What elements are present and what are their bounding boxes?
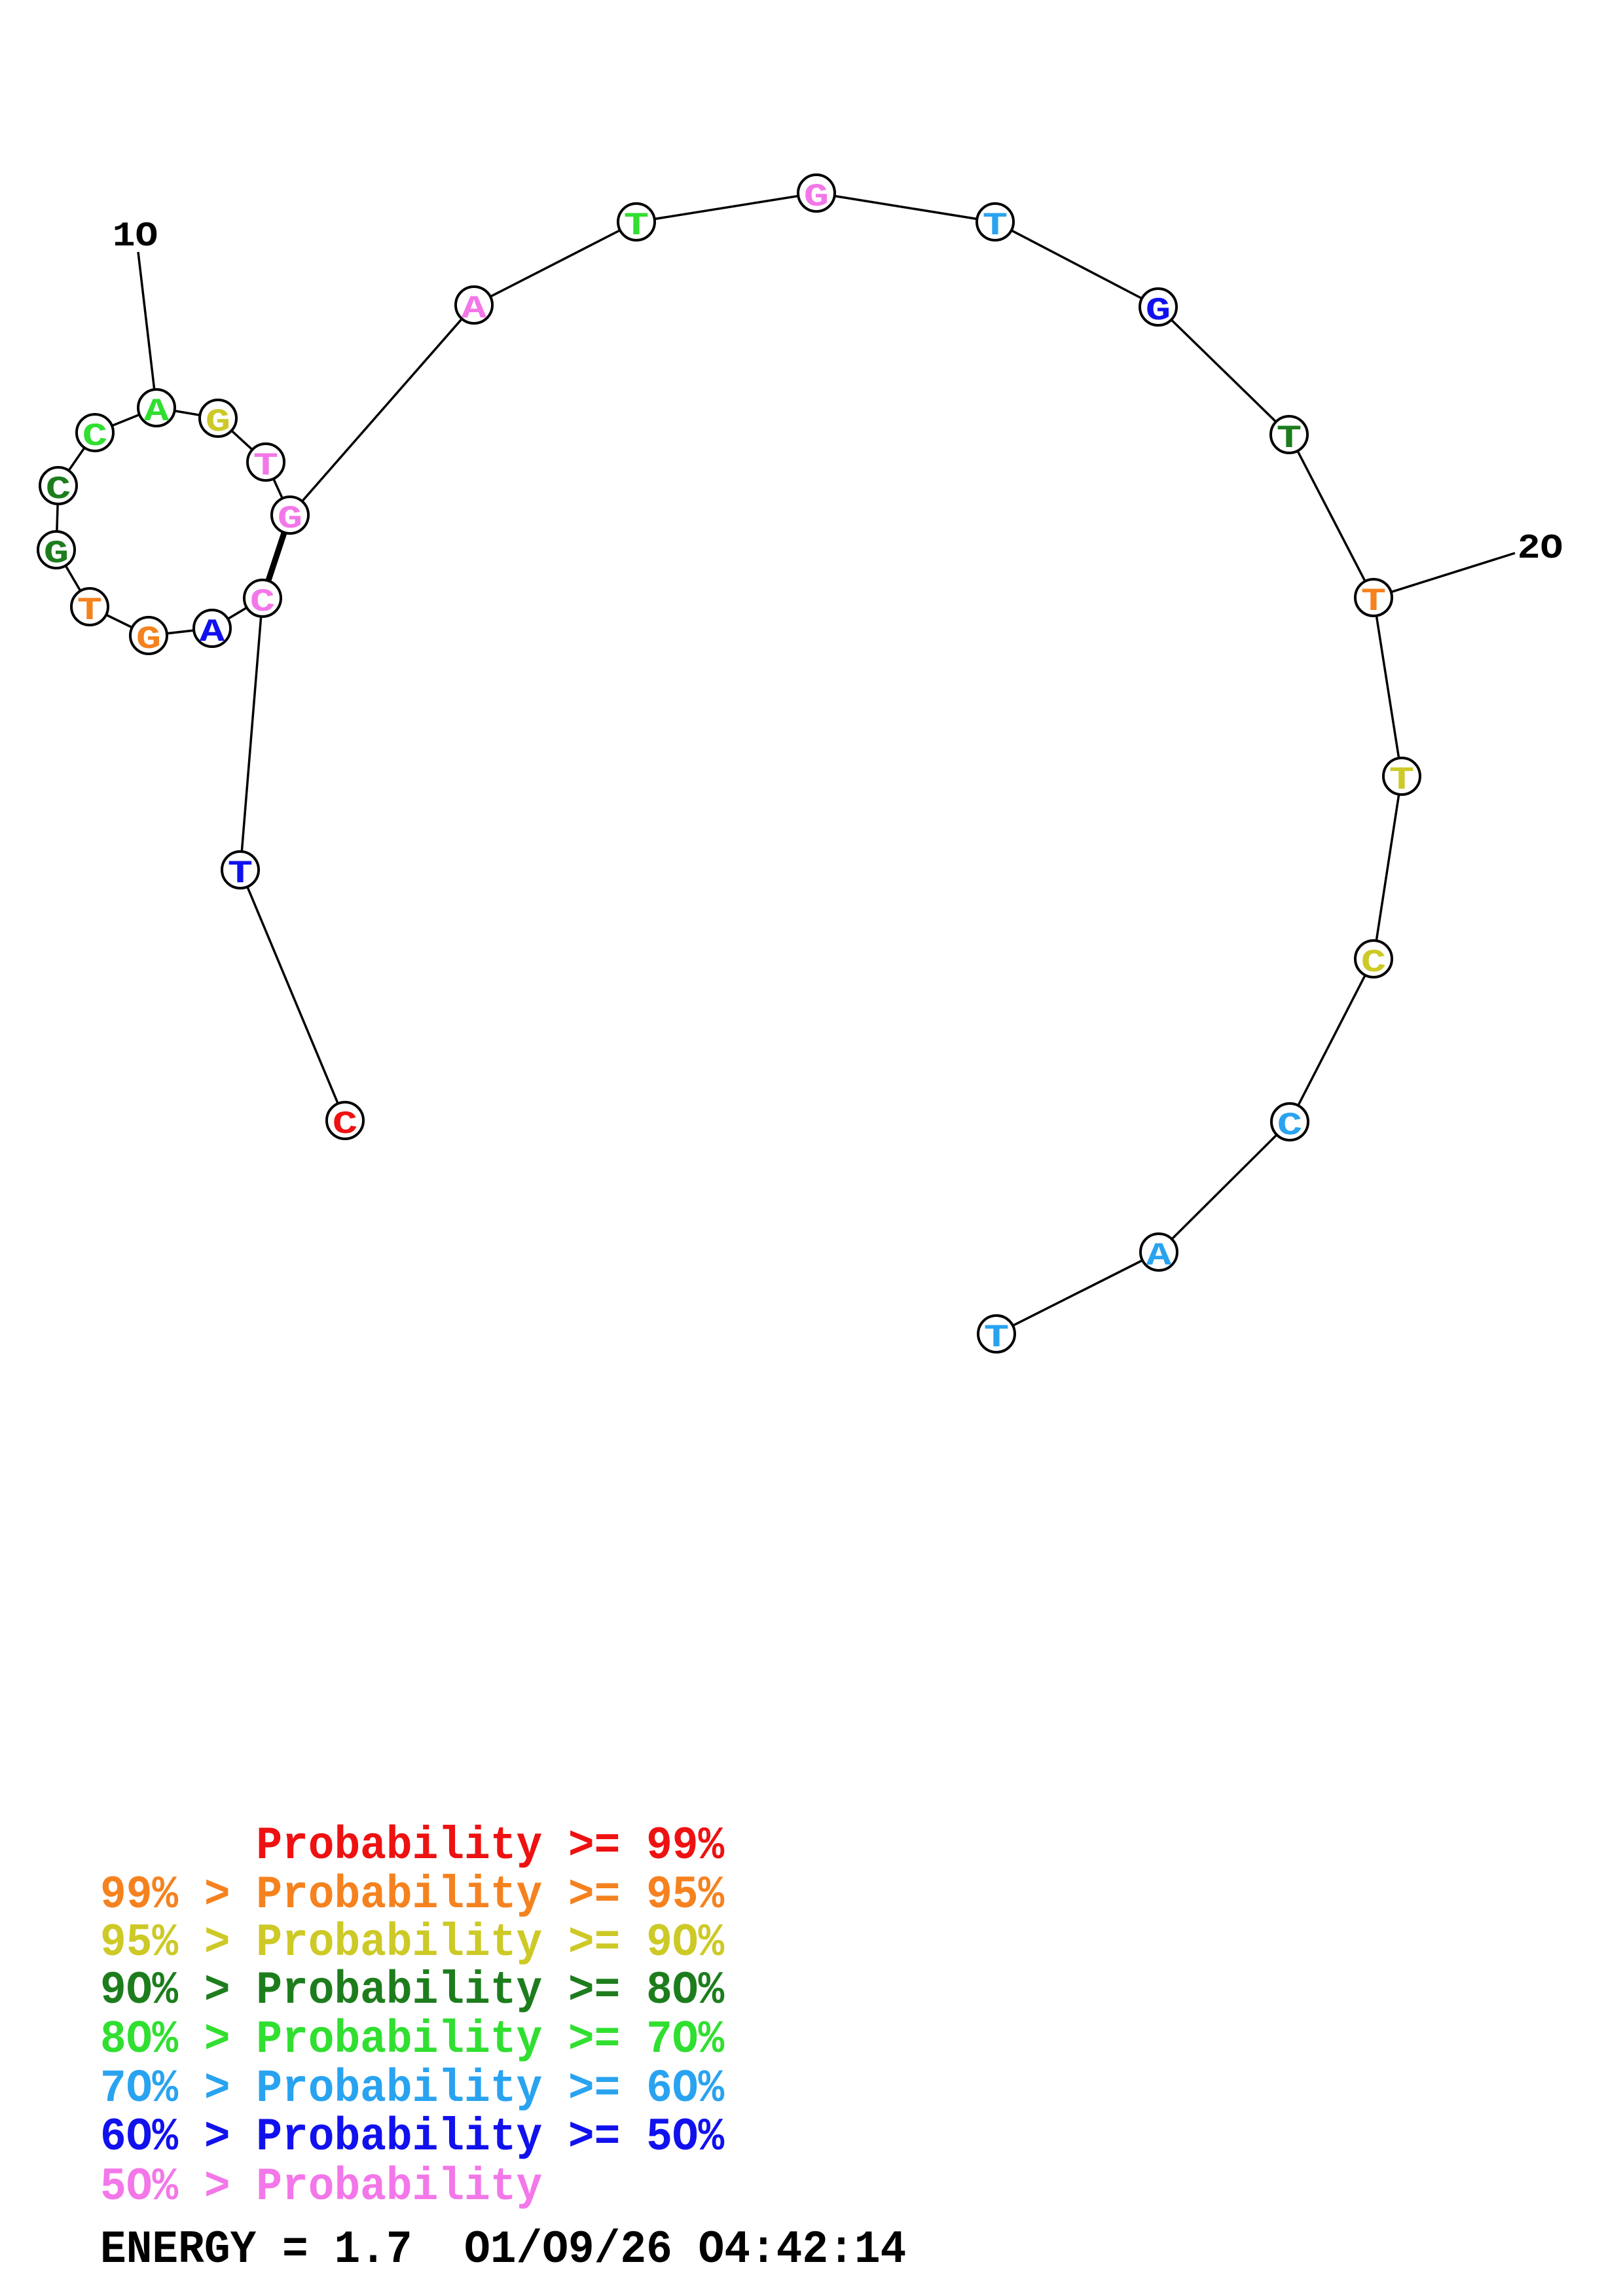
svg-text:A: A <box>1146 1238 1172 1275</box>
svg-text:C: C <box>46 472 71 509</box>
svg-text:A: A <box>200 615 225 651</box>
svg-text:C: C <box>82 419 107 456</box>
svg-text:A: A <box>462 291 487 328</box>
svg-text:T: T <box>1361 584 1386 620</box>
svg-text:T: T <box>1389 762 1414 799</box>
svg-text:9O% > Probability >= 8O%: 9O% > Probability >= 8O% <box>100 1965 724 2017</box>
svg-text:1O: 1O <box>113 217 158 256</box>
svg-text:T: T <box>228 856 253 893</box>
svg-text:G: G <box>1146 293 1171 330</box>
svg-text:2O: 2O <box>1518 529 1563 568</box>
svg-text:C: C <box>1277 1108 1302 1145</box>
svg-text:T: T <box>253 448 278 485</box>
svg-text:7O% > Probability >= 6O%: 7O% > Probability >= 6O% <box>100 2063 724 2115</box>
svg-text:G: G <box>44 536 69 573</box>
svg-text:T: T <box>1277 421 1302 457</box>
svg-text:A: A <box>144 394 170 431</box>
svg-text:ENERGY = 1.7 O1/O9/26 O4:42:1: ENERGY = 1.7 O1/O9/26 O4:42:14 <box>100 2224 906 2276</box>
svg-text:C: C <box>333 1107 357 1143</box>
svg-text:Probability >= 99%: Probability >= 99% <box>256 1820 724 1872</box>
svg-text:8O% > Probability >= 7O%: 8O% > Probability >= 7O% <box>100 2014 724 2066</box>
svg-text:G: G <box>278 501 302 538</box>
svg-text:95% > Probability >= 9O%: 95% > Probability >= 9O% <box>100 1917 724 1969</box>
svg-text:T: T <box>77 593 102 630</box>
svg-text:T: T <box>624 208 649 245</box>
svg-text:G: G <box>206 404 230 441</box>
svg-text:99% > Probability >= 95%: 99% > Probability >= 95% <box>100 1869 724 1921</box>
svg-text:T: T <box>984 1320 1009 1357</box>
svg-text:T: T <box>983 208 1008 245</box>
svg-text:6O% > Probability >= 5O%: 6O% > Probability >= 5O% <box>100 2111 724 2163</box>
svg-text:5O% > Probability: 5O% > Probability <box>100 2161 542 2213</box>
svg-text:G: G <box>136 622 161 658</box>
svg-text:C: C <box>1361 945 1386 982</box>
svg-text:G: G <box>804 179 829 216</box>
svg-text:C: C <box>250 584 275 621</box>
